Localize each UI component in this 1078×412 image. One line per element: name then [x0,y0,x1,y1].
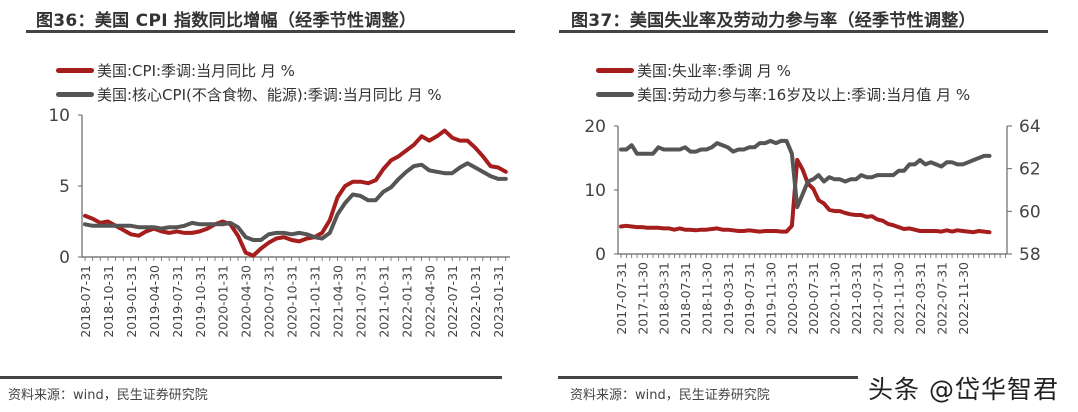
x-tick-label: 2022-11-30 [956,262,971,335]
x-tick-label: 2022-07-31 [445,265,460,338]
x-tick-label: 2022-01-31 [399,265,414,338]
legend-swatch-red [596,68,634,73]
red-series-line [83,128,508,258]
x-tick-label: 2022-07-31 [934,262,949,335]
left-chart-title: 图36：美国 CPI 指数同比增幅（经季节性调整） [36,11,417,31]
x-tick-label: 2019-01-31 [124,265,139,338]
y-tick-label: 10 [48,106,70,126]
watermark: 头条 @岱华智君 [868,375,1059,404]
right-title-rule [559,30,1048,33]
x-tick-label: 2021-07-31 [353,265,368,338]
x-tick-label: 2021-10-31 [376,265,391,338]
right-bottom-rule [558,376,858,379]
left-source-note: 资料来源：wind，民生证券研究院 [8,388,208,403]
x-tick-label: 2018-03-31 [657,262,672,335]
y2-tick-label: 60 [1019,202,1041,222]
x-tick-label: 2020-03-31 [785,262,800,335]
y2-tick-label: 64 [1019,117,1041,137]
gray-series-line [619,138,992,210]
x-tick-label: 2018-07-31 [678,262,693,335]
left-title-rule [26,30,515,33]
x-tick-label: 2018-10-31 [101,265,116,338]
legend-swatch-gray [596,92,634,97]
x-tick-label: 2021-03-31 [849,262,864,335]
legend-label: 美国:核心CPI(不含食物、能源):季调:当月同比 月 % [97,86,442,104]
x-tick-label: 2020-11-30 [828,262,843,335]
y-tick-label: 20 [584,117,606,137]
x-tick-label: 2021-04-30 [330,265,345,338]
y-tick-label: 10 [584,181,606,201]
legend-swatch-red [56,68,94,73]
x-tick-label: 2020-07-31 [806,262,821,335]
y2-tick-label: 58 [1019,245,1041,265]
x-tick-label: 2017-11-30 [635,262,650,335]
x-tick-label: 2022-04-30 [422,265,437,338]
y2-tick-label: 62 [1019,160,1041,180]
legend-label: 美国:失业率:季调 月 % [637,62,791,80]
legend-label: 美国:劳动力参与率:16岁及以上:季调:当月值 月 % [637,86,971,104]
x-tick-label: 2017-07-31 [614,262,629,335]
right-chart-title: 图37：美国失业率及劳动力参与率（经季节性调整） [571,11,976,31]
x-tick-label: 2020-07-31 [262,265,277,338]
x-tick-label: 2021-01-31 [308,265,323,338]
right-source-note: 资料来源：wind，民生证券研究院 [570,388,770,403]
x-tick-label: 2020-04-30 [239,265,254,338]
x-tick-label: 2018-11-30 [699,262,714,335]
x-tick-label: 2022-10-31 [468,265,483,338]
labor-chart: 0 10 20 58 60 62 64 2017-07-31 2017-11-30 2018-03… [584,117,1040,335]
y-tick-label: 5 [59,177,70,197]
red-series-line [619,157,992,235]
x-tick-label: 2021-11-30 [892,262,907,335]
x-tick-label: 2022-03-31 [913,262,928,335]
x-tick-label: 2020-10-31 [285,265,300,338]
legend-swatch-gray [56,92,94,97]
left-legend-item-cpi: 美国:CPI:季调:当月同比 月 % [56,60,295,81]
y-tick-label: 0 [595,245,606,265]
left-legend-item-core-cpi: 美国:核心CPI(不含食物、能源):季调:当月同比 月 % [56,84,442,105]
cpi-chart: 0 5 10 2018-07-31 2018-10-31 2019-01-31 2019-0… [48,106,510,338]
x-tick-label: 2023-01-31 [491,265,506,338]
left-bottom-rule [0,376,502,379]
legend-label: 美国:CPI:季调:当月同比 月 % [97,62,295,80]
x-tick-label: 2019-10-31 [193,265,208,338]
gray-series-line [83,161,508,242]
x-tick-label: 2021-07-31 [870,262,885,335]
x-tick-label: 2020-01-31 [216,265,231,338]
x-tick-label: 2019-04-30 [147,265,162,338]
x-tick-label: 2019-11-30 [764,262,779,335]
y-tick-label: 0 [59,248,70,268]
right-legend-item-participation: 美国:劳动力参与率:16岁及以上:季调:当月值 月 % [596,84,970,105]
x-tick-label: 2019-03-31 [721,262,736,335]
x-tick-label: 2018-07-31 [78,265,93,338]
x-tick-label: 2019-07-31 [742,262,757,335]
x-tick-label: 2019-07-31 [170,265,185,338]
right-legend-item-unemployment: 美国:失业率:季调 月 % [596,60,791,81]
